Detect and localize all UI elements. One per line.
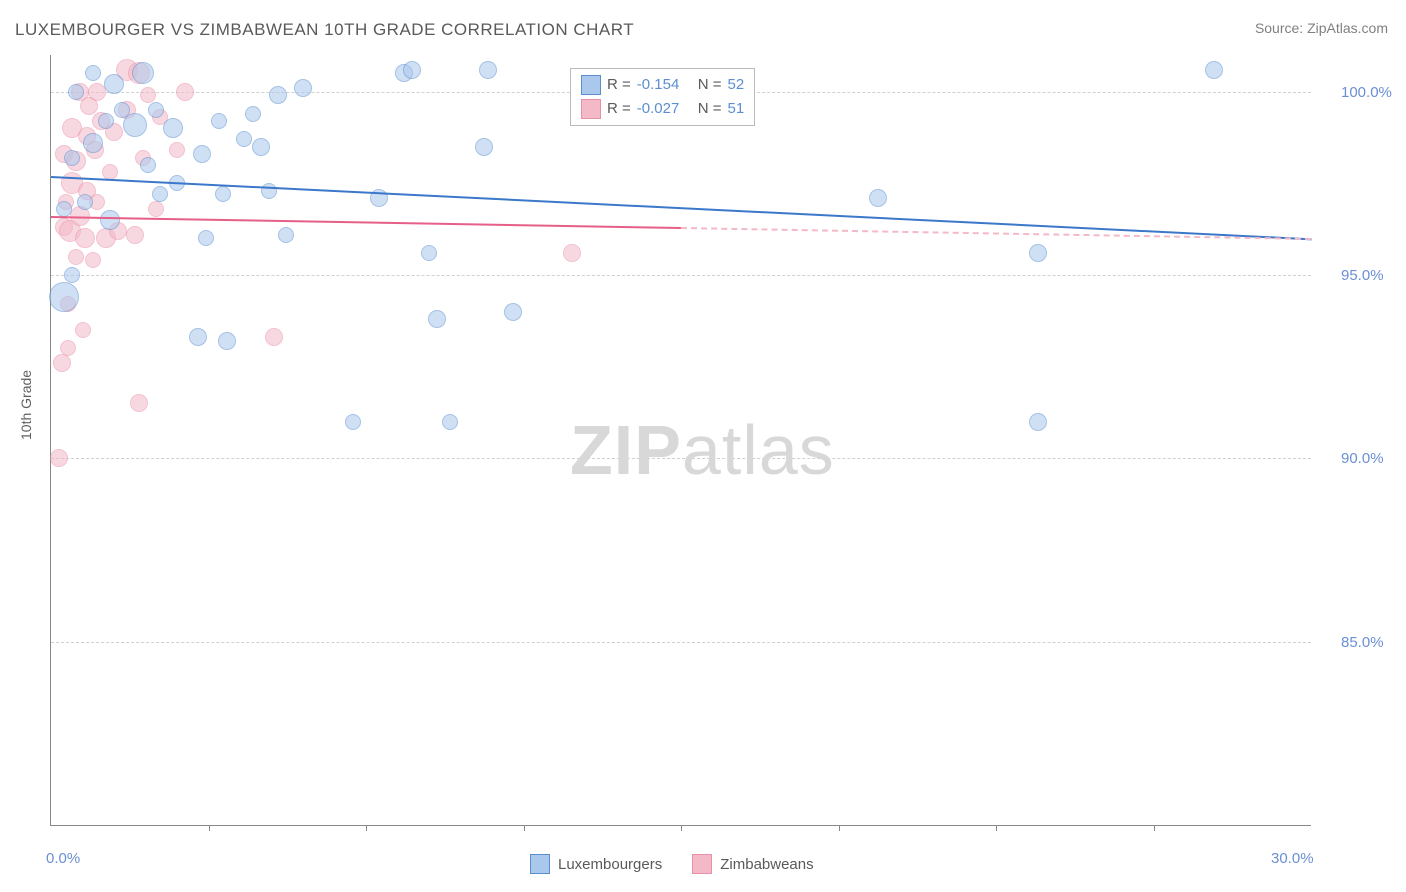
x-tick: [209, 825, 210, 831]
blue-point: [64, 267, 80, 283]
blue-point: [1205, 61, 1223, 79]
blue-point: [245, 106, 261, 122]
blue-point: [68, 84, 84, 100]
blue-point: [261, 183, 277, 199]
blue-point: [215, 186, 231, 202]
plot-area: 85.0%90.0%95.0%100.0%0.0%30.0%: [50, 55, 1311, 826]
blue-point: [218, 332, 236, 350]
blue-point: [442, 414, 458, 430]
blue-point: [123, 113, 147, 137]
y-tick-label: 90.0%: [1341, 450, 1384, 467]
pink-point: [85, 252, 101, 268]
blue-point: [189, 328, 207, 346]
gridline: [51, 642, 1311, 643]
blue-point: [49, 282, 79, 312]
pink-point: [148, 201, 164, 217]
blue-point: [403, 61, 421, 79]
x-tick-label: 30.0%: [1271, 850, 1314, 867]
blue-point: [83, 133, 103, 153]
x-tick: [366, 825, 367, 831]
pink-point: [60, 340, 76, 356]
pink-point: [265, 328, 283, 346]
blue-point: [56, 201, 72, 217]
y-axis-label: 10th Grade: [18, 370, 34, 440]
pink-point: [126, 226, 144, 244]
blue-point: [475, 138, 493, 156]
legend-label-pink: Zimbabweans: [720, 856, 813, 873]
legend-label-blue: Luxembourgers: [558, 856, 662, 873]
correlation-legend: R = -0.154 N = 52 R = -0.027 N = 51: [570, 68, 755, 126]
blue-point: [252, 138, 270, 156]
swatch-pink: [581, 99, 601, 119]
x-tick: [524, 825, 525, 831]
y-tick-label: 95.0%: [1341, 267, 1384, 284]
blue-point: [198, 230, 214, 246]
blue-point: [1029, 244, 1047, 262]
blue-point: [269, 86, 287, 104]
pink-point: [176, 83, 194, 101]
chart-title: LUXEMBOURGER VS ZIMBABWEAN 10TH GRADE CO…: [15, 20, 634, 40]
pink-point: [169, 142, 185, 158]
series-legend: Luxembourgers Zimbabweans: [530, 854, 814, 874]
blue-point: [140, 157, 156, 173]
pink-point: [563, 244, 581, 262]
pink-point: [75, 228, 95, 248]
blue-point: [148, 102, 164, 118]
blue-point: [1029, 413, 1047, 431]
pink-point: [50, 449, 68, 467]
blue-point: [132, 62, 154, 84]
legend-row-pink: R = -0.027 N = 51: [581, 97, 744, 121]
blue-point: [236, 131, 252, 147]
pink-point: [75, 322, 91, 338]
blue-point: [421, 245, 437, 261]
swatch-blue-bottom: [530, 854, 550, 874]
blue-point: [163, 118, 183, 138]
blue-point: [77, 194, 93, 210]
x-tick: [839, 825, 840, 831]
pink-point: [130, 394, 148, 412]
trend-line: [51, 216, 681, 229]
legend-row-blue: R = -0.154 N = 52: [581, 73, 744, 97]
blue-point: [428, 310, 446, 328]
y-tick-label: 85.0%: [1341, 634, 1384, 651]
pink-point: [140, 87, 156, 103]
swatch-pink-bottom: [692, 854, 712, 874]
blue-point: [100, 210, 120, 230]
pink-point: [68, 249, 84, 265]
gridline: [51, 458, 1311, 459]
blue-point: [211, 113, 227, 129]
blue-point: [152, 186, 168, 202]
blue-point: [345, 414, 361, 430]
blue-point: [504, 303, 522, 321]
blue-point: [869, 189, 887, 207]
source-attribution: Source: ZipAtlas.com: [1255, 20, 1388, 36]
blue-point: [193, 145, 211, 163]
blue-point: [294, 79, 312, 97]
blue-point: [98, 113, 114, 129]
x-tick: [681, 825, 682, 831]
blue-point: [278, 227, 294, 243]
x-tick-label: 0.0%: [46, 850, 80, 867]
x-tick: [1154, 825, 1155, 831]
swatch-blue: [581, 75, 601, 95]
blue-point: [479, 61, 497, 79]
x-tick: [996, 825, 997, 831]
trend-line: [51, 176, 1311, 240]
pink-point: [53, 354, 71, 372]
blue-point: [64, 150, 80, 166]
blue-point: [104, 74, 124, 94]
y-tick-label: 100.0%: [1341, 84, 1392, 101]
gridline: [51, 275, 1311, 276]
blue-point: [85, 65, 101, 81]
